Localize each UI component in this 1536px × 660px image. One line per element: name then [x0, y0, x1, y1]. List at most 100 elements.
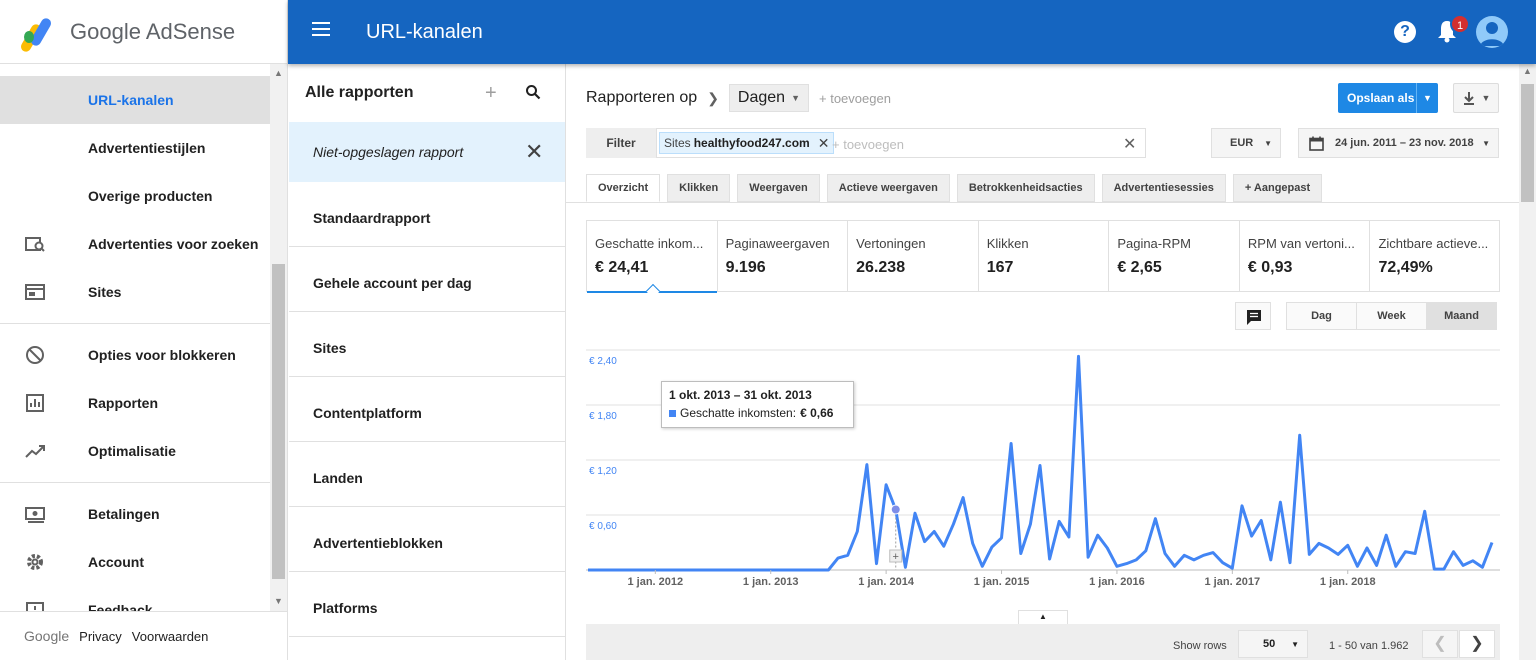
nav-item-overige-producten[interactable]: Overige producten [0, 172, 270, 220]
tab-advertentiesessies[interactable]: Advertentiesessies [1101, 174, 1226, 202]
terms-link[interactable]: Voorwaarden [131, 628, 209, 644]
download-button[interactable]: ▼ [1453, 83, 1499, 113]
annotations-button[interactable] [1235, 302, 1271, 330]
nav-item-betalingen[interactable]: Betalingen [0, 490, 270, 538]
metric-card[interactable]: Geschatte inkom... € 24,41 [586, 220, 717, 293]
close-icon[interactable]: ✕ [525, 139, 544, 164]
chevron-down-icon[interactable]: ▼ [1416, 83, 1438, 113]
nav-item-optimalisatie[interactable]: Optimalisatie [0, 427, 270, 475]
tooltip-value: € 0,66 [800, 406, 834, 420]
y-tick-label: € 1,80 [589, 411, 617, 422]
metric-title: Klikken [986, 236, 1029, 251]
next-page-button[interactable]: ❯ [1459, 630, 1495, 658]
nav-item-rapporten[interactable]: Rapporten [0, 379, 270, 427]
reports-panel: Alle rapporten + Niet-opgeslagen rapport… [289, 64, 566, 660]
nav-item-label: Overige producten [88, 188, 213, 204]
filter-chip[interactable]: Sites healthyfood247.com ✕ [659, 132, 835, 154]
main-scrollbar[interactable]: ▲ [1519, 64, 1536, 660]
report-item-label: Contentplatform [313, 405, 422, 421]
nav-item-advertentiestijlen[interactable]: Advertentiestijlen [0, 124, 270, 172]
nav-item-advertenties-voor-zoeken[interactable]: Advertenties voor zoeken [0, 220, 270, 268]
report-item[interactable]: Contentplatform [289, 385, 565, 442]
scroll-up-icon[interactable]: ▲ [274, 68, 283, 78]
earnings-chart: € 2,40 € 1,80 € 1,20 € 0,60 1 jan. 2012 1 jan… [586, 340, 1500, 590]
metric-card[interactable]: Pagina-RPM € 2,65 [1108, 220, 1239, 292]
report-item-active[interactable]: Niet-opgeslagen rapport ✕ [289, 122, 565, 182]
privacy-link[interactable]: Privacy [79, 628, 122, 644]
report-item[interactable]: Gehele account per dag [289, 255, 565, 312]
date-range-select[interactable]: 24 jun. 2011 – 23 nov. 2018 ▼ [1298, 128, 1499, 158]
report-item[interactable]: Platforms [289, 580, 565, 637]
report-item-label: Gehele account per dag [313, 275, 472, 291]
annotation-add-marker [889, 549, 903, 563]
chevron-down-icon: ▼ [1291, 639, 1299, 649]
nav-list: URL-kanalen Advertentiestijlen Overige p… [0, 76, 270, 611]
tab-betrokkenheidsacties[interactable]: Betrokkenheidsacties [956, 174, 1095, 202]
report-item[interactable]: Sites [289, 320, 565, 377]
report-item[interactable]: Standaardrapport [289, 190, 565, 247]
search-icon[interactable] [525, 84, 541, 100]
nav-item-opties-voor-blokkeren[interactable]: Opties voor blokkeren [0, 331, 270, 379]
tab-actieve-weergaven[interactable]: Actieve weergaven [826, 174, 950, 202]
clear-filter-icon[interactable]: ✕ [1123, 136, 1137, 153]
rows-per-page-select[interactable]: 50 ▼ [1238, 630, 1308, 658]
nav-item-account[interactable]: Account [0, 538, 270, 586]
tab-overzicht[interactable]: Overzicht [586, 174, 661, 202]
x-tick-label: 1 jan. 2016 [1089, 576, 1145, 588]
scroll-down-icon[interactable]: ▼ [274, 596, 283, 606]
period-week-button[interactable]: Week [1356, 302, 1427, 330]
reports-header: Alle rapporten + [289, 64, 565, 122]
series-line [588, 354, 1494, 572]
filter-add-placeholder: + toevoegen [832, 137, 904, 152]
tab-aangepast[interactable]: + Aangepast [1232, 174, 1323, 202]
nav-scrollbar[interactable]: ▲ ▼ [270, 64, 287, 611]
filter-button[interactable]: Filter [586, 128, 656, 158]
avatar[interactable] [1476, 16, 1508, 48]
currency-value: EUR [1230, 137, 1254, 149]
period-day-button[interactable]: Dag [1286, 302, 1357, 330]
nav-item-sites[interactable]: Sites [0, 268, 270, 316]
save-as-button[interactable]: Opslaan als ▼ [1338, 83, 1438, 113]
report-item-label: Platforms [313, 600, 378, 616]
chip-close-icon[interactable]: ✕ [817, 134, 830, 151]
tab-klikken[interactable]: Klikken [667, 174, 731, 202]
nav-item-feedback[interactable]: Feedback [0, 586, 270, 611]
metric-card[interactable]: Zichtbare actieve... 72,49% [1369, 220, 1501, 292]
brand-header[interactable]: Google AdSense [0, 0, 287, 64]
metric-card[interactable]: Paginaweergaven 9.196 [716, 220, 848, 292]
menu-icon[interactable] [312, 22, 330, 36]
block-icon [26, 346, 44, 364]
metric-card[interactable]: Klikken 167 [977, 220, 1109, 292]
x-tick-label: 1 jan. 2017 [1205, 576, 1261, 588]
nav-item-label: Optimalisatie [88, 443, 176, 459]
download-icon [1463, 92, 1474, 105]
main-scrollbar-thumb[interactable] [1521, 84, 1534, 202]
add-dimension-link[interactable]: + toevoegen [819, 90, 891, 106]
adsense-logo-icon [19, 16, 60, 53]
nav-item-label: Advertentiestijlen [88, 140, 206, 156]
scroll-up-icon[interactable]: ▲ [1523, 66, 1532, 76]
nav-scrollbar-thumb[interactable] [272, 264, 285, 579]
report-item[interactable]: Advertentieblokken [289, 515, 565, 572]
expand-table-toggle[interactable]: ▲ [1018, 610, 1068, 624]
reports-icon [26, 394, 44, 412]
metric-card[interactable]: Vertoningen 26.238 [847, 220, 978, 292]
report-item[interactable]: Landen [289, 450, 565, 507]
y-tick-label: € 0,60 [589, 521, 617, 532]
period-month-button[interactable]: Maand [1426, 302, 1497, 330]
currency-select[interactable]: EUR ▼ [1211, 128, 1281, 158]
nav-item-url-kanalen[interactable]: URL-kanalen [0, 76, 270, 124]
plus-icon: + [893, 551, 899, 563]
chevron-right-icon: ❯ [707, 89, 719, 106]
x-tick-label: 1 jan. 2018 [1320, 576, 1376, 588]
metric-title: Zichtbare actieve... [1378, 236, 1489, 251]
metric-card[interactable]: RPM van vertoni... € 0,93 [1238, 220, 1370, 292]
add-report-icon[interactable]: + [485, 82, 497, 104]
table-footer: Show rows 50 ▼ 1 - 50 van 1.962 ❮ ❯ [586, 624, 1500, 660]
prev-page-button[interactable]: ❮ [1422, 630, 1458, 658]
tab-weergaven[interactable]: Weergaven [737, 174, 820, 202]
chevron-down-icon: ▼ [1481, 93, 1491, 103]
dimension-select[interactable]: Dagen ▼ [728, 84, 809, 112]
help-icon[interactable]: ? [1394, 21, 1416, 43]
filter-input[interactable]: Sites healthyfood247.com ✕ + toevoegen ✕ [656, 128, 1146, 158]
